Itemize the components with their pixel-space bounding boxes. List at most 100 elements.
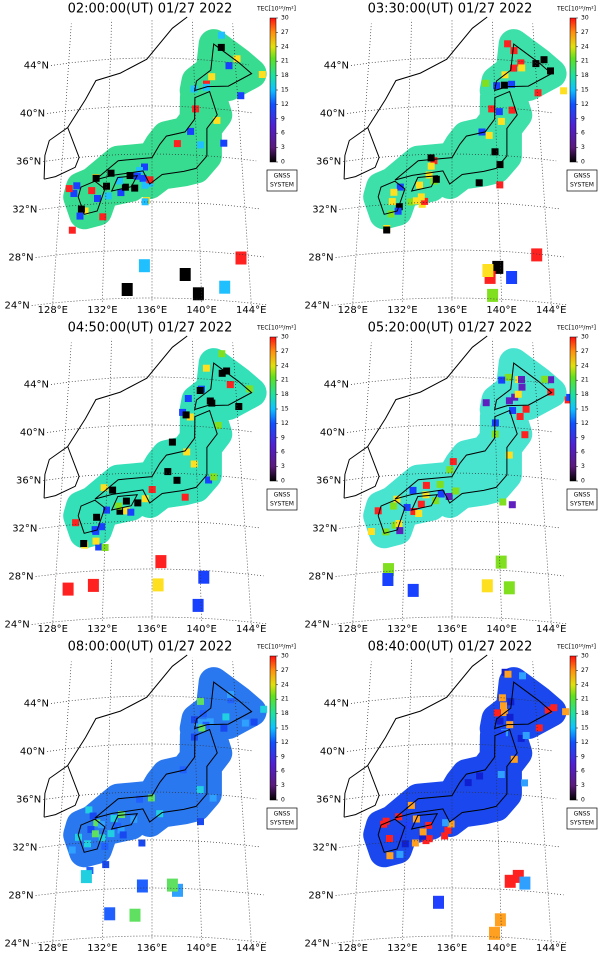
graticule-lat xyxy=(339,201,560,210)
tec-cell xyxy=(396,850,404,858)
coastline xyxy=(43,335,188,499)
colorbar xyxy=(269,17,277,163)
lon-label: 136°E xyxy=(137,624,167,635)
tec-cell xyxy=(382,528,390,536)
lon-label: 132°E xyxy=(387,943,417,954)
lon-label: 136°E xyxy=(437,943,467,954)
tec-cell xyxy=(498,376,506,384)
tec-cell xyxy=(220,724,228,732)
tec-cell xyxy=(540,56,548,64)
tec-cell xyxy=(432,497,440,505)
lon-label: 128°E xyxy=(338,624,368,635)
lat-label: 32°N xyxy=(312,205,337,216)
tec-cell xyxy=(209,794,217,802)
tec-cell xyxy=(383,226,391,234)
tec-cell xyxy=(410,508,418,515)
colorbar-tick-label: 3 xyxy=(281,144,285,151)
tec-cell xyxy=(122,497,130,505)
colorbar-tick-label: 9 xyxy=(281,115,285,122)
tec-cell xyxy=(517,734,525,742)
tec-cell xyxy=(138,259,150,273)
lat-label: 32°N xyxy=(312,843,337,854)
tec-cell xyxy=(258,71,266,78)
map-panel: 44°N 40°N 36°N 32°N 28°N 24°N 128°E 132°E 136°E 1… xyxy=(5,321,298,635)
colorbar-tick-label: 0 xyxy=(581,797,585,804)
coastline xyxy=(343,654,488,818)
lat-label: 40°N xyxy=(320,109,345,120)
lat-label: 40°N xyxy=(320,428,345,439)
coastline xyxy=(43,127,80,180)
tec-cell xyxy=(521,431,529,439)
colorbar-tick-label: 0 xyxy=(581,478,585,485)
logo-text: GNSS xyxy=(274,173,291,180)
colorbar-tick-label: 18 xyxy=(281,391,289,398)
tec-cell xyxy=(421,197,429,205)
tec-cell xyxy=(85,806,93,814)
tec-cell xyxy=(510,64,517,72)
tec-cell xyxy=(121,283,133,296)
tec-cell xyxy=(482,264,494,277)
graticule-lat xyxy=(335,887,564,896)
lon-label: 132°E xyxy=(87,943,117,954)
lat-label: 44°N xyxy=(24,380,49,391)
tec-cell xyxy=(518,64,526,72)
panel-title: 02:00:00(UT) 01/27 2022 xyxy=(68,2,233,17)
graticule-lon xyxy=(352,661,372,944)
tec-cell xyxy=(197,697,204,705)
colorbar-tick-label: 3 xyxy=(581,782,585,789)
coastline xyxy=(410,494,439,511)
coastline xyxy=(110,494,139,511)
colorbar-tick-label: 6 xyxy=(281,768,285,775)
tec-cell xyxy=(205,476,213,484)
tec-cell xyxy=(102,861,110,869)
tec-cell xyxy=(511,393,519,401)
tec-cell xyxy=(498,694,506,702)
tec-cell xyxy=(417,500,425,508)
lon-label: 128°E xyxy=(38,305,68,316)
tec-cell xyxy=(427,154,435,162)
lat-label: 32°N xyxy=(12,843,37,854)
lon-label: 132°E xyxy=(87,305,117,316)
map-panel: 44°N 40°N 36°N 32°N 28°N 24°N 128°E 132°E 136°E 1… xyxy=(5,2,298,316)
tec-cell xyxy=(518,376,525,383)
tec-cell xyxy=(487,288,499,302)
colorbar-tick-label: 24 xyxy=(581,362,589,369)
tec-cell xyxy=(202,364,210,372)
tec-cell xyxy=(141,495,149,503)
graticule-lon xyxy=(492,657,503,940)
graticule-lat xyxy=(31,935,268,944)
coastline xyxy=(343,127,380,180)
tec-cell xyxy=(452,487,460,495)
colorbar-tick-label: 21 xyxy=(581,377,589,384)
tec-cell xyxy=(109,486,117,494)
graticule-lon xyxy=(192,19,203,302)
tec-cell xyxy=(68,846,76,854)
map-panel: 44°N 40°N 36°N 32°N 28°N 24°N 128°E 132°E 136°E 1… xyxy=(305,321,598,635)
lat-label: 24°N xyxy=(305,301,330,312)
tec-cell xyxy=(136,879,148,893)
panel-title: 03:30:00(UT) 01/27 2022 xyxy=(368,2,533,17)
tec-cell xyxy=(98,523,106,531)
tec-cell xyxy=(127,508,135,516)
tec-cell xyxy=(518,383,526,391)
coastline xyxy=(494,681,553,730)
tec-cell xyxy=(504,373,512,381)
tec-cell xyxy=(80,540,88,547)
tec-cell xyxy=(141,181,149,189)
lat-label: 36°N xyxy=(16,795,41,806)
colorbar-tick-label: 21 xyxy=(581,58,589,65)
graticule-lat xyxy=(47,424,253,433)
colorbar-tick-label: 18 xyxy=(581,72,589,79)
colorbar xyxy=(269,336,277,482)
colorbar-tick-label: 15 xyxy=(581,406,589,413)
colorbar-tick-label: 0 xyxy=(281,159,285,166)
tec-cell xyxy=(210,473,218,481)
colorbar-tick-label: 3 xyxy=(281,782,285,789)
graticule-lon xyxy=(352,23,372,306)
lon-label: 140°E xyxy=(186,943,216,954)
tec-cell xyxy=(387,210,395,218)
graticule-lat xyxy=(43,472,257,481)
lat-label: 32°N xyxy=(12,205,37,216)
tec-cell xyxy=(517,59,525,67)
tec-cell xyxy=(93,819,101,827)
